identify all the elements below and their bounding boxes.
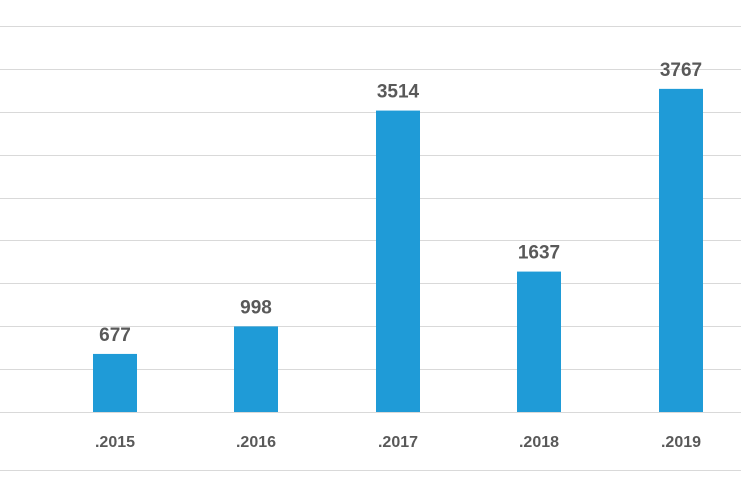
x-tick-label: .2015 <box>95 434 135 451</box>
data-label: 3767 <box>660 60 702 81</box>
data-label: 1637 <box>518 243 560 264</box>
x-tick-label: .2016 <box>236 434 276 451</box>
bar <box>376 110 420 412</box>
data-label: 998 <box>240 297 272 318</box>
bar <box>93 353 137 412</box>
bars <box>93 88 703 412</box>
bar <box>517 271 561 412</box>
data-label: 677 <box>99 325 131 346</box>
bar <box>234 326 278 412</box>
x-tick-label: .2017 <box>378 434 418 451</box>
bar <box>659 88 703 412</box>
data-labels: 677 998 3514 1637 3767 <box>99 60 702 346</box>
x-tick-label: .2018 <box>519 434 559 451</box>
x-tick-label: .2019 <box>661 434 701 451</box>
data-label: 3514 <box>377 82 420 103</box>
x-axis-tick-labels: .2015 .2016 .2017 .2018 .2019 <box>95 434 701 451</box>
